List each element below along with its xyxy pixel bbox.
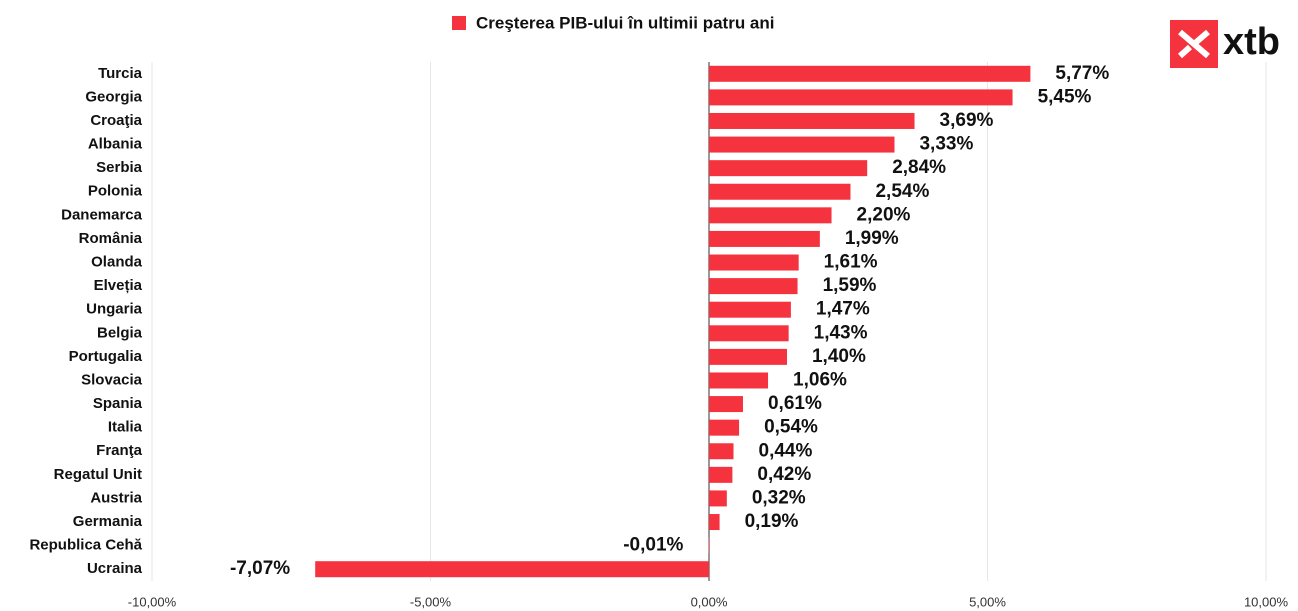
value-label: 1,61% (824, 252, 878, 273)
value-label: 1,40% (812, 346, 866, 367)
category-label: Regatul Unit (54, 466, 142, 483)
category-label: Georgia (85, 88, 142, 105)
bar (709, 112, 915, 129)
bar (709, 207, 832, 224)
bar (709, 183, 851, 200)
value-label: 2,54% (875, 181, 929, 202)
value-label: 0,42% (757, 464, 811, 485)
category-label: Franţa (96, 442, 143, 459)
value-label: 0,61% (768, 393, 822, 414)
x-tick-label: 5,00% (969, 594, 1006, 609)
category-label: Portugalia (69, 348, 143, 365)
bar (315, 561, 709, 578)
category-label: Austria (90, 489, 142, 506)
category-label: Germania (73, 513, 143, 530)
bar (709, 396, 743, 413)
value-label: -0,01% (623, 535, 683, 556)
bar (709, 301, 791, 318)
logo: xtb (1170, 20, 1280, 68)
value-label: 1,59% (823, 275, 877, 296)
bar (709, 65, 1031, 82)
bar (708, 537, 709, 554)
bar (709, 160, 868, 177)
value-label: 2,20% (857, 204, 911, 225)
category-label: Ucraina (87, 560, 143, 577)
legend-swatch (452, 16, 466, 30)
category-label: Italia (108, 419, 143, 436)
value-label: 0,54% (764, 417, 818, 438)
x-tick-label: 0,00% (691, 594, 728, 609)
logo-text: xtb (1223, 21, 1280, 63)
value-label: 1,43% (814, 322, 868, 343)
bar (709, 230, 820, 247)
value-label: 3,33% (919, 134, 973, 155)
x-tick-label: 10,00% (1244, 594, 1289, 609)
category-label: Croaţia (90, 112, 142, 129)
value-label: 5,45% (1038, 86, 1092, 107)
bar (709, 136, 895, 153)
value-label: 5,77% (1055, 63, 1109, 84)
x-tick-label: -10,00% (128, 594, 177, 609)
bar (709, 372, 769, 389)
category-label: Ungaria (86, 301, 143, 318)
category-label: Elveția (94, 277, 143, 294)
category-label: România (79, 230, 143, 247)
bar (709, 348, 787, 365)
category-label: Danemarca (61, 206, 143, 223)
category-label: Turcia (98, 65, 143, 82)
category-label: Serbia (96, 159, 143, 176)
category-label: Albania (88, 136, 143, 153)
bar (709, 466, 733, 483)
bar (709, 490, 727, 507)
value-label: 0,19% (745, 511, 799, 532)
x-tick-label: -5,00% (410, 594, 452, 609)
bar (709, 325, 789, 342)
bar (709, 89, 1013, 106)
bar (709, 514, 720, 531)
category-label: Republica Cehă (29, 537, 142, 554)
bar (709, 443, 734, 460)
value-label: 3,69% (940, 110, 994, 131)
value-label: 0,44% (759, 440, 813, 461)
bar (709, 254, 799, 271)
category-label: Belgia (97, 324, 143, 341)
value-label: 1,47% (816, 299, 870, 320)
value-label: 1,06% (793, 369, 847, 390)
category-label: Slovacia (81, 371, 143, 388)
category-label: Olanda (91, 253, 143, 270)
bar (709, 278, 798, 295)
category-label: Spania (93, 395, 143, 412)
value-label: 2,84% (892, 157, 946, 178)
logo-icon (1177, 29, 1210, 59)
bar (709, 419, 740, 436)
legend-label: Creşterea PIB-ului în ultimii patru ani (476, 13, 775, 32)
value-label: -7,07% (230, 558, 290, 579)
value-label: 1,99% (845, 228, 899, 249)
value-label: 0,32% (752, 487, 806, 508)
category-label: Polonia (88, 183, 143, 200)
